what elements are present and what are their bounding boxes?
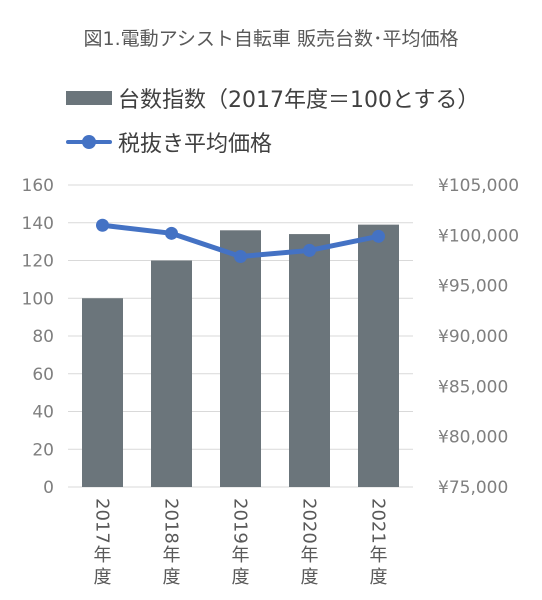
bar (220, 230, 261, 488)
chart-title: 図1.電動アシスト自転車 販売台数･平均価格 (83, 28, 459, 50)
y-left-tick-label: 120 (22, 252, 54, 272)
y-right-tick-label: ¥100,000 (438, 226, 519, 246)
legend-label-line: 税抜き平均価格 (118, 132, 273, 157)
y-left-tick-label: 80 (32, 327, 54, 347)
line-point (234, 249, 247, 263)
x-tick-char: 年 (163, 545, 181, 566)
x-tick-char: 度 (301, 567, 319, 588)
legend-label-bar: 台数指数（2017年度＝100とする） (118, 88, 480, 113)
y-left-tick-label: 160 (22, 176, 54, 196)
x-tick-char: 度 (370, 567, 388, 588)
y-right-tick-label: ¥95,000 (438, 277, 508, 297)
y-left-tick-label: 0 (43, 478, 54, 498)
bar (82, 298, 123, 487)
y-left-tick-label: 60 (32, 365, 54, 385)
y-right-tick-label: ¥105,000 (438, 176, 519, 196)
x-tick-year: 2019 (230, 498, 251, 544)
y-left-tick-label: 20 (32, 440, 54, 460)
line-point (96, 218, 109, 232)
legend-swatch-bar (66, 91, 112, 105)
y-right-tick-label: ¥90,000 (438, 327, 508, 347)
x-tick-label: 2017年度 (92, 498, 113, 588)
y-left-tick-label: 100 (22, 289, 54, 309)
x-tick-year: 2021 (368, 498, 389, 544)
line-point (303, 243, 316, 257)
x-tick-char: 年 (370, 545, 388, 566)
x-tick-char: 年 (232, 545, 250, 566)
x-tick-char: 度 (94, 567, 112, 588)
y-right-tick-label: ¥75,000 (438, 478, 508, 498)
x-tick-char: 年 (301, 545, 319, 566)
x-tick-char: 度 (163, 567, 181, 588)
x-tick-char: 年 (94, 545, 112, 566)
legend-item-bar: 台数指数（2017年度＝100とする） (66, 82, 479, 114)
bar (289, 234, 330, 487)
line-point (165, 226, 178, 240)
bar (358, 224, 399, 487)
bar (151, 260, 192, 487)
legend-swatch-line (66, 133, 112, 151)
y-right-tick-label: ¥85,000 (438, 377, 508, 397)
y-left-tick-label: 40 (32, 403, 54, 423)
y-left-tick-label: 140 (22, 214, 54, 234)
x-tick-char: 度 (232, 567, 250, 588)
y-right-tick-label: ¥80,000 (438, 428, 508, 448)
line-point (372, 229, 385, 243)
x-tick-year: 2020 (299, 498, 320, 544)
x-tick-year: 2018 (161, 498, 182, 544)
x-tick-year: 2017 (92, 498, 113, 544)
legend-item-line: 税抜き平均価格 (66, 126, 272, 158)
